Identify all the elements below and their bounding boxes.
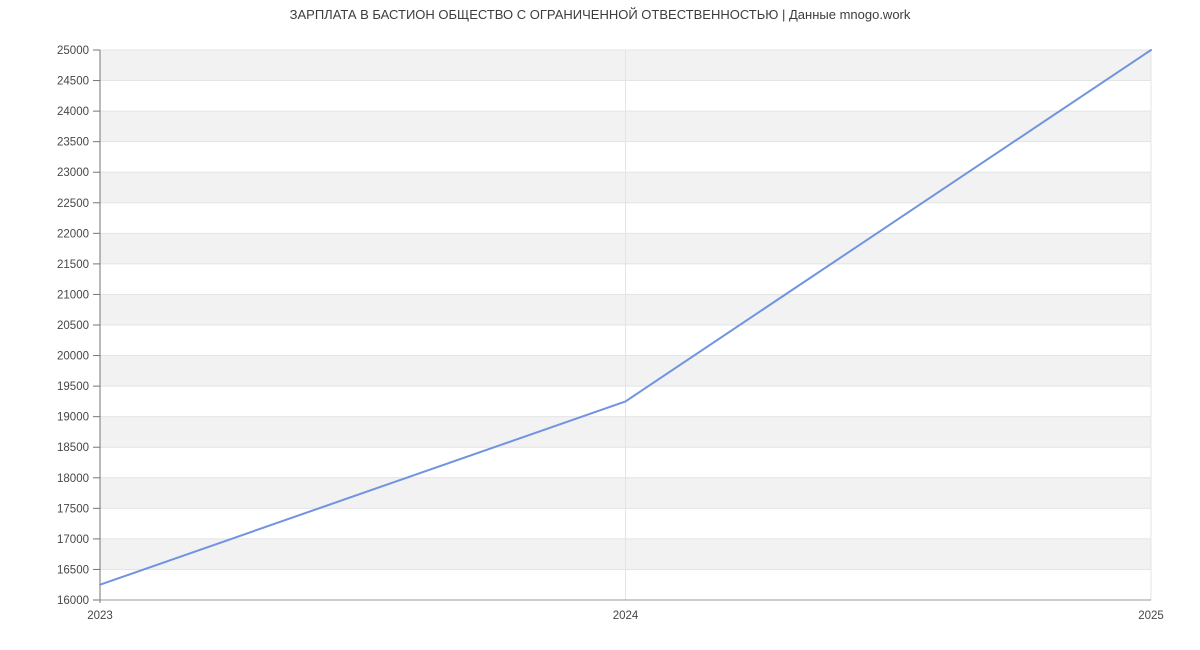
x-axis-label: 2025 xyxy=(1138,610,1164,622)
y-axis-label: 19000 xyxy=(57,412,89,424)
y-axis-label: 24500 xyxy=(57,76,89,88)
y-axis-label: 25000 xyxy=(57,45,89,57)
y-axis-label: 16000 xyxy=(57,595,89,607)
y-axis-label: 18000 xyxy=(57,473,89,485)
y-axis-label: 21000 xyxy=(57,289,89,301)
y-axis-label: 22000 xyxy=(57,228,89,240)
y-axis-label: 20000 xyxy=(57,351,89,363)
y-axis-label: 23000 xyxy=(57,167,89,179)
y-axis-label: 24000 xyxy=(57,106,89,118)
y-axis-label: 18500 xyxy=(57,442,89,454)
y-axis-label: 21500 xyxy=(57,259,89,271)
y-axis-label: 22500 xyxy=(57,198,89,210)
salary-line xyxy=(99,49,1152,586)
x-axis-label: 2023 xyxy=(87,610,113,622)
y-axis-label: 19500 xyxy=(57,381,89,393)
y-axis-label: 16500 xyxy=(57,564,89,576)
plot-area: 16000 16500 17000 17500 18000 18500 19000 19500… xyxy=(57,45,1164,622)
y-axis-label: 17500 xyxy=(57,503,89,515)
x-axis-label: 2024 xyxy=(613,610,639,622)
y-axis-label: 17000 xyxy=(57,534,89,546)
chart-title: ЗАРПЛАТА В БАСТИОН ОБЩЕСТВО С ОГРАНИЧЕНН… xyxy=(290,7,911,22)
y-axis-label: 20500 xyxy=(57,320,89,332)
y-axis-label: 23500 xyxy=(57,137,89,149)
